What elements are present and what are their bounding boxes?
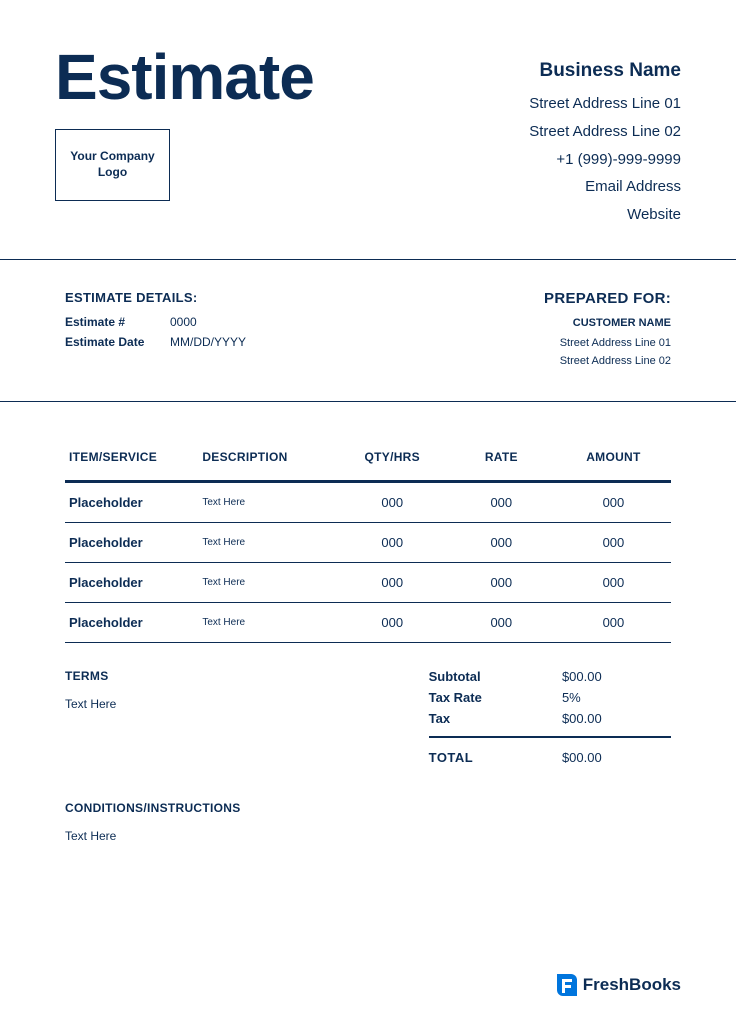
freshbooks-icon	[555, 974, 577, 996]
tax-value: $00.00	[562, 711, 671, 726]
cell-item: Placeholder	[65, 562, 198, 602]
business-website: Website	[529, 201, 681, 229]
total-label: TOTAL	[429, 750, 562, 765]
col-header-description: DESCRIPTION	[198, 450, 337, 482]
estimate-date-value: MM/DD/YYYY	[170, 335, 246, 349]
customer-address-2: Street Address Line 02	[544, 355, 671, 367]
cell-rate: 000	[447, 481, 556, 522]
estimate-number-value: 0000	[170, 315, 197, 329]
business-email: Email Address	[529, 173, 681, 201]
terms-text: Text Here	[65, 697, 356, 711]
col-header-rate: RATE	[447, 450, 556, 482]
estimate-details-heading: ESTIMATE DETAILS:	[65, 290, 246, 305]
cell-description: Text Here	[198, 562, 337, 602]
cell-amount: 000	[556, 481, 671, 522]
table-row: PlaceholderText Here000000000	[65, 602, 671, 642]
totals-divider	[429, 736, 671, 738]
business-address-1: Street Address Line 01	[529, 90, 681, 118]
cell-item: Placeholder	[65, 481, 198, 522]
company-logo-placeholder: Your Company Logo	[55, 129, 170, 201]
terms-heading: TERMS	[65, 669, 356, 683]
cell-description: Text Here	[198, 602, 337, 642]
tax-rate-value: 5%	[562, 690, 671, 705]
table-row: PlaceholderText Here000000000	[65, 522, 671, 562]
tax-rate-label: Tax Rate	[429, 690, 562, 705]
cell-rate: 000	[447, 562, 556, 602]
cell-item: Placeholder	[65, 522, 198, 562]
total-value: $00.00	[562, 750, 671, 765]
subtotal-value: $00.00	[562, 669, 671, 684]
tax-label: Tax	[429, 711, 562, 726]
table-row: PlaceholderText Here000000000	[65, 481, 671, 522]
brand-name: FreshBooks	[583, 975, 681, 995]
conditions-heading: CONDITIONS/INSTRUCTIONS	[65, 801, 671, 815]
cell-item: Placeholder	[65, 602, 198, 642]
line-items-table: ITEM/SERVICE DESCRIPTION QTY/HRS RATE AM…	[65, 450, 671, 643]
cell-amount: 000	[556, 602, 671, 642]
cell-amount: 000	[556, 562, 671, 602]
col-header-qty: QTY/HRS	[338, 450, 447, 482]
customer-name: CUSTOMER NAME	[544, 317, 671, 329]
cell-qty: 000	[338, 602, 447, 642]
estimate-date-label: Estimate Date	[65, 335, 170, 349]
col-header-amount: AMOUNT	[556, 450, 671, 482]
col-header-item: ITEM/SERVICE	[65, 450, 198, 482]
business-name: Business Name	[529, 53, 681, 88]
cell-rate: 000	[447, 602, 556, 642]
cell-description: Text Here	[198, 522, 337, 562]
prepared-for-heading: PREPARED FOR:	[544, 290, 671, 307]
cell-rate: 000	[447, 522, 556, 562]
cell-amount: 000	[556, 522, 671, 562]
subtotal-label: Subtotal	[429, 669, 562, 684]
business-phone: +1 (999)-999-9999	[529, 146, 681, 174]
cell-description: Text Here	[198, 481, 337, 522]
cell-qty: 000	[338, 481, 447, 522]
cell-qty: 000	[338, 562, 447, 602]
business-address-2: Street Address Line 02	[529, 118, 681, 146]
brand-logo: FreshBooks	[555, 974, 681, 996]
table-row: PlaceholderText Here000000000	[65, 562, 671, 602]
conditions-text: Text Here	[65, 829, 671, 843]
document-title: Estimate	[55, 45, 314, 109]
cell-qty: 000	[338, 522, 447, 562]
estimate-number-label: Estimate #	[65, 315, 170, 329]
customer-address-1: Street Address Line 01	[544, 337, 671, 349]
